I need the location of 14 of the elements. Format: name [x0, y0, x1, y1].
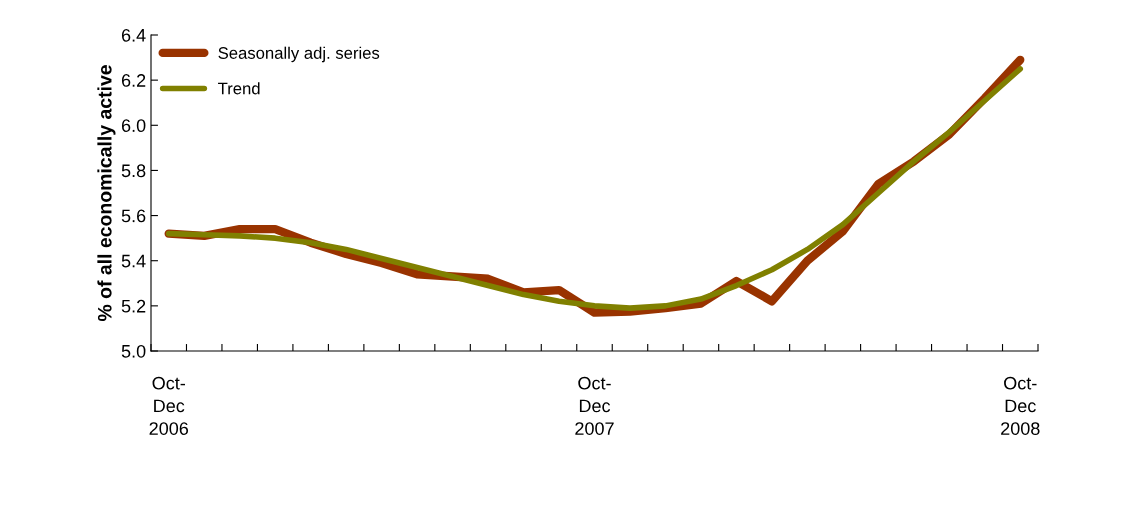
- y-tick-label: 5.8: [121, 164, 146, 178]
- x-tick-label: Oct- Dec 2006: [149, 376, 189, 435]
- y-tick-label: 5.4: [121, 254, 146, 268]
- y-tick-label: 6.0: [121, 119, 146, 133]
- y-tick-label: 5.2: [121, 299, 146, 313]
- y-tick-label: 6.4: [121, 28, 146, 42]
- y-tick-label: 5.6: [121, 209, 146, 223]
- legend-label: Seasonally adj. series: [218, 46, 380, 63]
- y-axis-title: % of all economically active: [97, 65, 116, 322]
- legend-label: Trend: [218, 82, 260, 95]
- y-tick-label: 5.0: [121, 344, 146, 358]
- x-tick-label: Oct- Dec 2007: [575, 376, 614, 435]
- x-tick-label: Oct- Dec 2008: [1001, 376, 1040, 435]
- y-tick-label: 6.2: [121, 74, 146, 87]
